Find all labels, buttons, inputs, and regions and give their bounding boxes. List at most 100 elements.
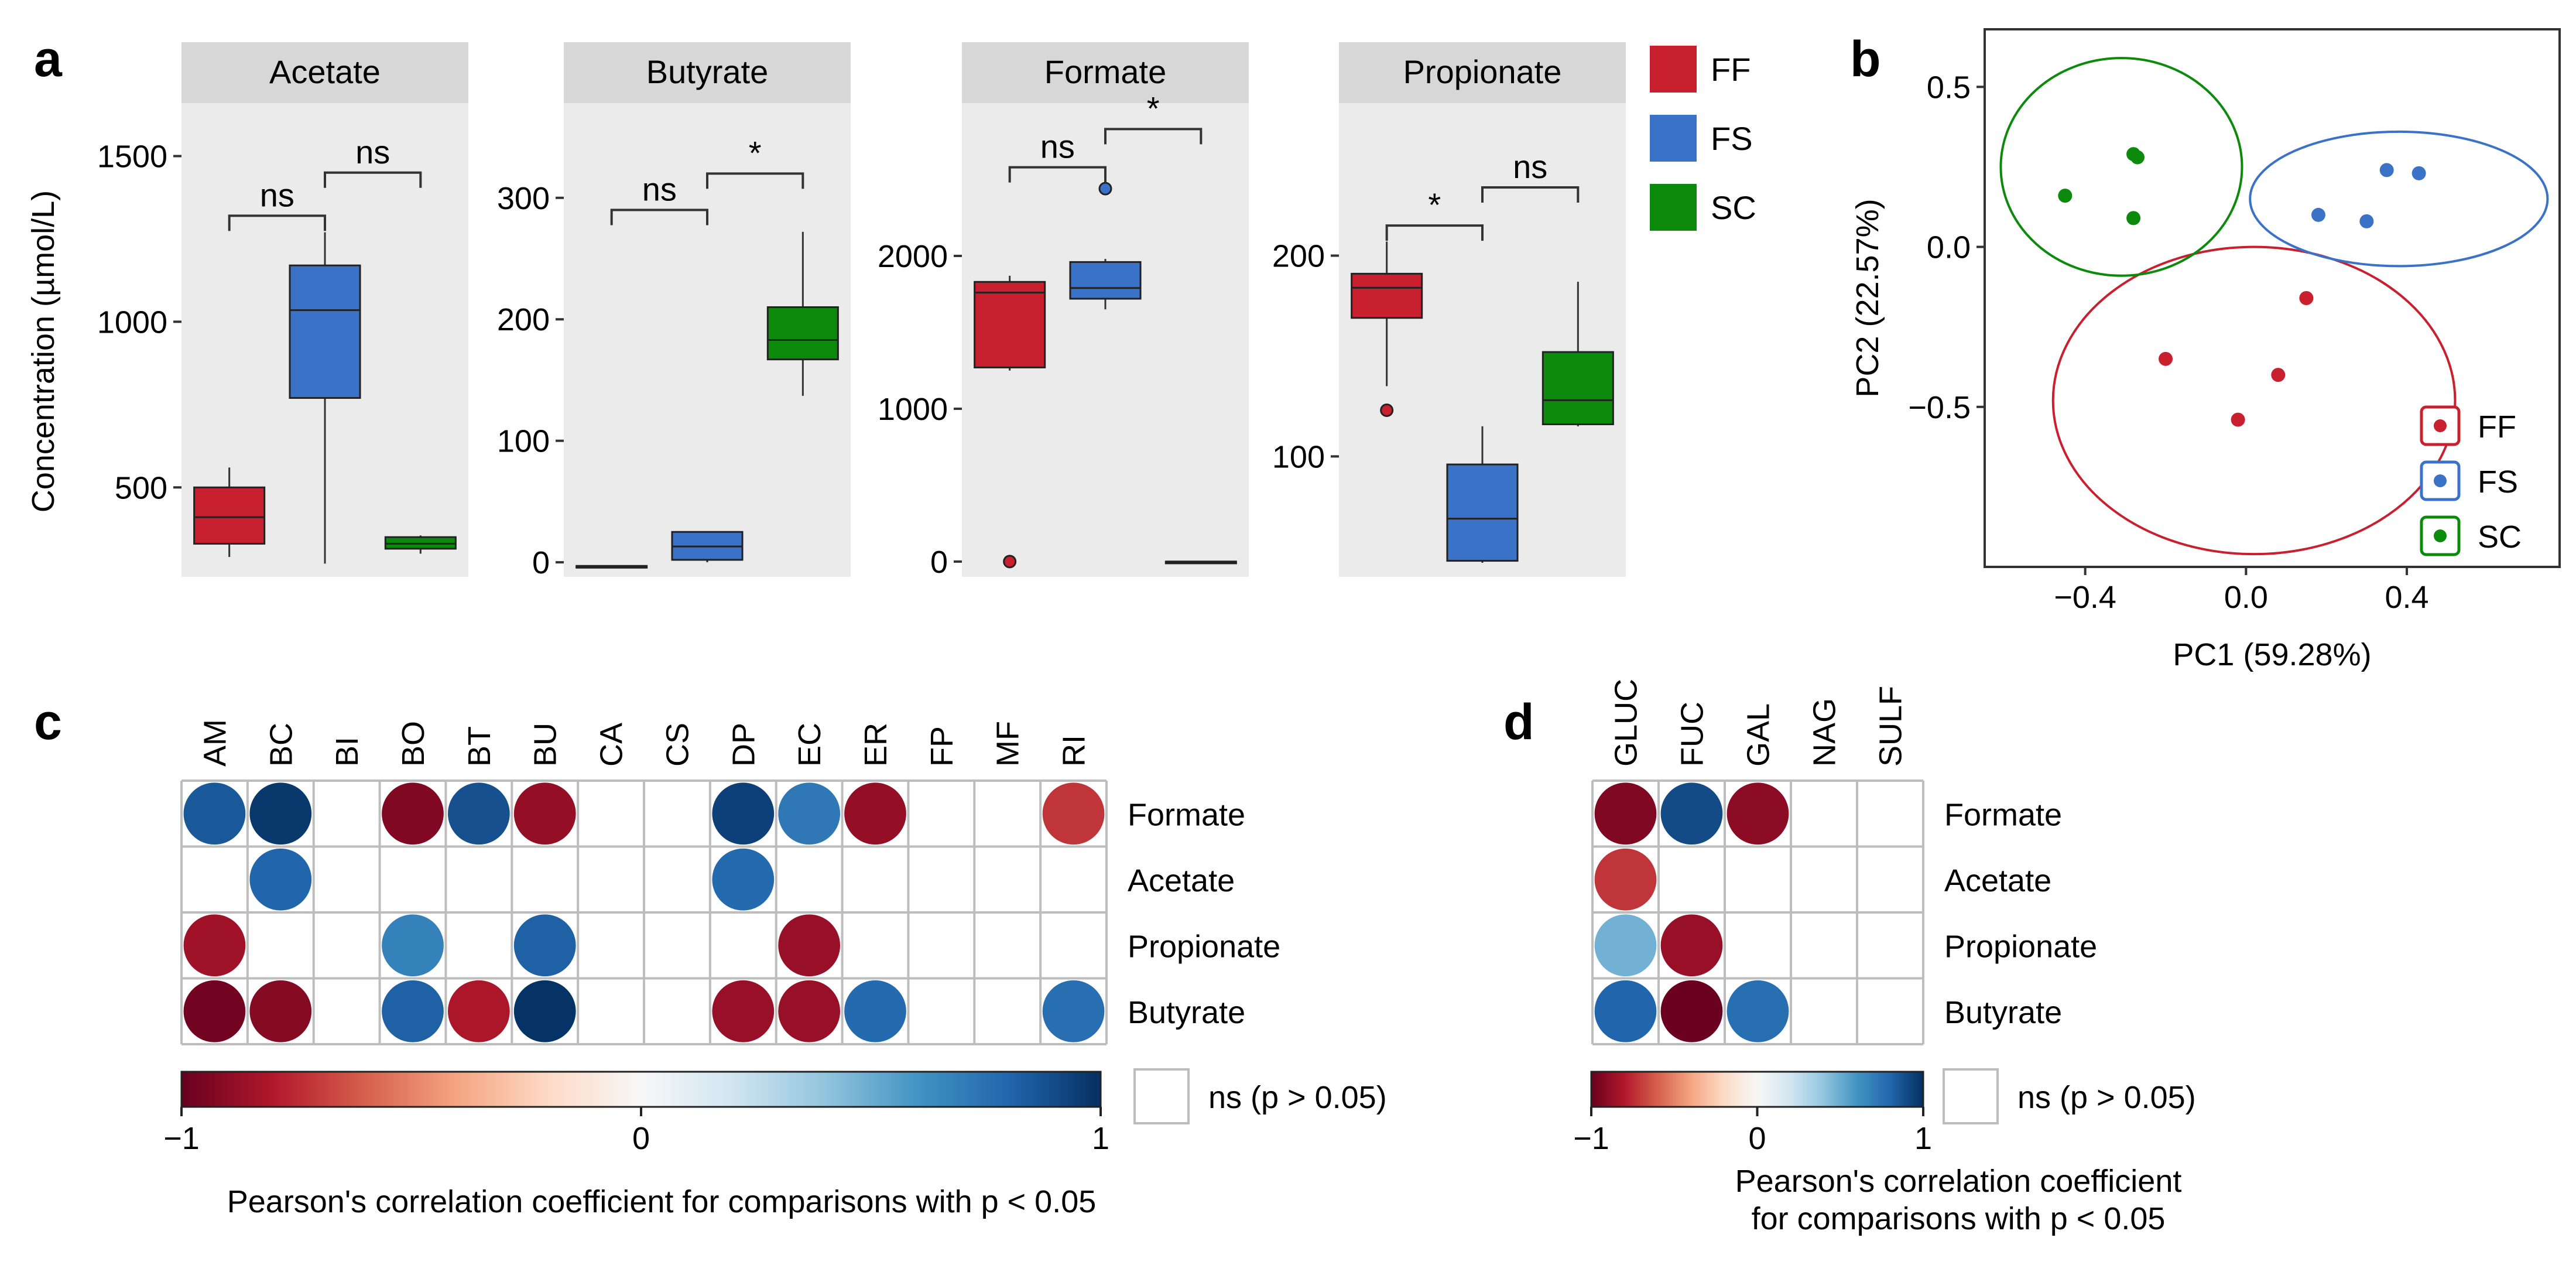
column-label: BO bbox=[396, 721, 431, 767]
y-axis-label: PC2 (22.57%) bbox=[1850, 199, 1885, 397]
panel-label-b: b bbox=[1850, 31, 1881, 87]
y-tick-label: 0.5 bbox=[1927, 70, 1971, 105]
plot-frame bbox=[1984, 28, 2561, 568]
significance-bracket bbox=[228, 214, 326, 231]
box-body bbox=[766, 306, 839, 361]
y-tick-label: 1500 bbox=[97, 139, 167, 175]
colorbar-tick-label: −1 bbox=[1573, 1121, 1609, 1156]
box-SC bbox=[384, 535, 457, 554]
significance-label: * bbox=[1147, 90, 1160, 126]
legend-swatch-fs bbox=[1650, 115, 1697, 162]
row-label: Formate bbox=[1128, 797, 1245, 832]
ns-legend-box bbox=[1133, 1068, 1190, 1124]
facet-strip bbox=[1339, 42, 1626, 103]
column-label: BT bbox=[462, 726, 497, 767]
panel-label-d: d bbox=[1503, 694, 1534, 750]
column-label: CS bbox=[660, 723, 695, 767]
y-tick-label: −0.5 bbox=[1908, 390, 1971, 425]
significance-bracket bbox=[706, 172, 804, 189]
point-ff bbox=[2159, 351, 2173, 366]
point-ff bbox=[2231, 412, 2245, 427]
confidence-ellipse-sc bbox=[1999, 57, 2243, 277]
legend-label-sc: SC bbox=[2478, 519, 2522, 555]
significance-label: ns bbox=[1513, 148, 1547, 185]
x-tick-label: 0.0 bbox=[2224, 580, 2268, 615]
y-tick-label: 500 bbox=[115, 470, 167, 505]
point-fs bbox=[2311, 207, 2325, 222]
y-tick-label: 300 bbox=[497, 181, 550, 216]
box-body bbox=[1069, 261, 1142, 300]
significance-label: ns bbox=[642, 171, 677, 208]
column-label: EC bbox=[792, 723, 827, 767]
correlation-dot bbox=[844, 980, 906, 1042]
panel-b-pca: −0.4 0.0 0.4 0.5 0.0 −0.5 PC1 (59.28%) PC2 (22.… bbox=[1850, 28, 2561, 672]
column-label: RI bbox=[1057, 735, 1092, 767]
correlation-dot bbox=[249, 848, 312, 911]
outlier-point bbox=[1380, 403, 1394, 417]
colorbar-tick-label: 1 bbox=[1092, 1121, 1109, 1156]
correlation-dot bbox=[1660, 782, 1723, 845]
correlation-dot bbox=[382, 782, 444, 845]
significance-bracket bbox=[1104, 128, 1203, 145]
point-sc bbox=[2130, 150, 2145, 165]
y-tick-label: 200 bbox=[497, 302, 550, 337]
row-label: Acetate bbox=[1944, 863, 2051, 898]
colorbar-tick-label: 0 bbox=[1748, 1121, 1766, 1156]
correlation-dot bbox=[249, 980, 312, 1042]
significance-bracket bbox=[610, 208, 708, 225]
correlation-dot bbox=[1660, 980, 1723, 1042]
column-label: BU bbox=[528, 723, 563, 767]
legend-label-fs: FS bbox=[2478, 464, 2518, 500]
y-tick-label: 2000 bbox=[878, 239, 948, 274]
correlation-dot bbox=[778, 980, 841, 1042]
correlation-dot bbox=[712, 980, 775, 1042]
legend-swatch-ff bbox=[1650, 46, 1697, 93]
legend-dot-ff bbox=[2434, 419, 2447, 432]
column-label: BC bbox=[263, 723, 299, 767]
correlation-dot bbox=[183, 980, 246, 1042]
significance-bracket bbox=[1008, 166, 1107, 183]
colorbar-tick-label: 1 bbox=[1914, 1121, 1932, 1156]
facet-propionate: Propionate 100 200 * ns bbox=[1272, 42, 1626, 577]
correlation-dot bbox=[1594, 782, 1657, 845]
correlation-dot bbox=[1727, 980, 1789, 1042]
significance-label: ns bbox=[1040, 128, 1075, 165]
correlation-dot bbox=[1594, 980, 1657, 1042]
colorbar-tick-label: 0 bbox=[632, 1121, 650, 1156]
correlation-dot bbox=[1042, 782, 1105, 845]
box-FF bbox=[576, 565, 648, 569]
ns-legend-box bbox=[1943, 1068, 1999, 1124]
point-sc bbox=[2058, 189, 2073, 203]
legend-swatch-sc bbox=[1650, 184, 1697, 231]
colorbar-caption-line: for comparisons with p < 0.05 bbox=[1752, 1201, 2166, 1236]
correlation-dot bbox=[778, 914, 841, 977]
facet-title: Butyrate bbox=[646, 53, 769, 90]
significance-bracket bbox=[1481, 186, 1580, 203]
row-label: Propionate bbox=[1128, 929, 1280, 964]
x-tick-label: 0.4 bbox=[2385, 580, 2429, 615]
colorbar-tick-label: −1 bbox=[163, 1121, 200, 1156]
correlation-dot bbox=[447, 782, 510, 845]
y-axis-label: Concentration (µmol/L) bbox=[26, 190, 61, 512]
colorbar bbox=[1590, 1071, 1924, 1108]
box-body bbox=[1351, 272, 1423, 319]
panel-d-heatmap: GLUC FUC GAL NAG SULF Formate Acetate Propionat… bbox=[1573, 679, 2195, 1236]
correlation-dot bbox=[712, 782, 775, 845]
column-label: DP bbox=[726, 723, 761, 767]
correlation-dot bbox=[1660, 914, 1723, 977]
box-FS bbox=[1446, 426, 1519, 563]
correlation-dot bbox=[1594, 848, 1657, 911]
y-tick-label: 0 bbox=[930, 545, 948, 580]
facet-title: Acetate bbox=[269, 53, 381, 90]
facet-acetate: Acetate 500 1000 1500 ns ns bbox=[97, 42, 468, 577]
correlation-dot bbox=[1042, 980, 1105, 1042]
legend-label-sc: SC bbox=[1711, 189, 1756, 226]
y-tick-label: 100 bbox=[1272, 439, 1325, 474]
correlation-dot bbox=[513, 914, 576, 977]
box-body bbox=[289, 264, 361, 399]
correlation-dot bbox=[1594, 914, 1657, 977]
box-body bbox=[193, 486, 266, 545]
column-label: GLUC bbox=[1609, 679, 1644, 767]
correlation-dot bbox=[382, 980, 444, 1042]
